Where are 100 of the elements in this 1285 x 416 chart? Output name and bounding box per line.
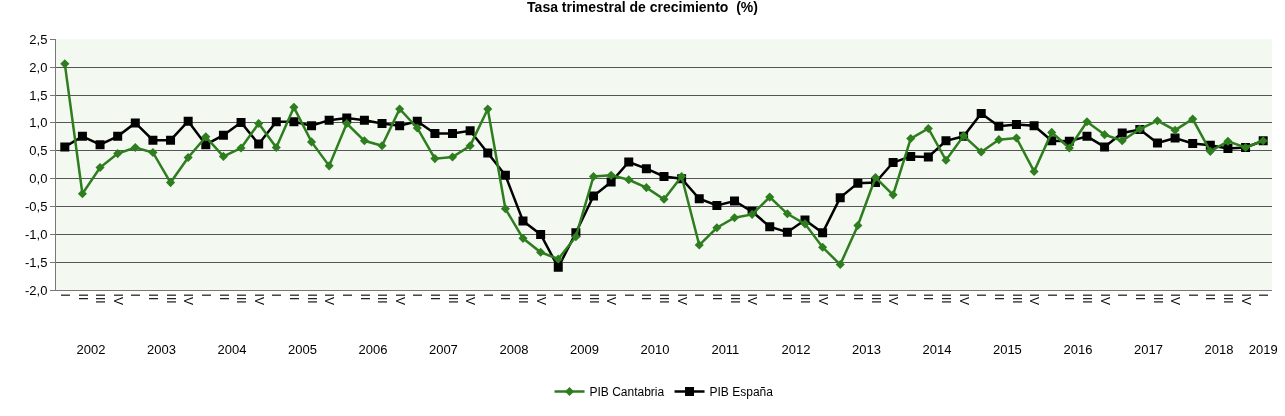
x-tick-label: III [586,293,601,304]
x-tick-label: IV [1168,293,1183,305]
x-tick-label: IV [604,293,619,305]
y-tick-label: 1,0 [29,115,48,131]
x2-tick-label: 2011 [711,342,740,358]
x2-tick-label: 2003 [146,342,176,358]
x-tick-label: IV [181,293,196,305]
x-tick-label: IV [1027,293,1042,305]
x-tick-label: II [639,293,654,301]
x-tick-label: I [128,293,143,297]
x-tick-label: II [146,293,161,301]
x-tick-label: III [516,293,531,304]
x2-tick-label: 2016 [1063,342,1093,358]
x-tick-label: IV [886,293,901,305]
x-tick-label: I [903,293,918,297]
x-tick-label: IV [322,293,337,305]
x-tick-label: IV [956,293,971,305]
x-tick-label: I [1185,293,1200,297]
x-tick-label: III [727,293,742,304]
x-tick-label: II [921,293,936,301]
x-tick-label: III [1080,293,1095,304]
y-tick-label: -1,5 [24,254,48,270]
x2-tick-label: 2007 [428,342,458,358]
x-tick-label: III [1150,293,1165,304]
x-tick-label: IV [392,293,407,305]
x-tick-label: III [445,293,460,304]
x-tick-label: III [657,293,672,304]
x-tick-label: III [798,293,813,304]
x2-tick-label: 2017 [1134,342,1163,358]
x-tick-label: II [1062,293,1077,301]
x-tick-label: III [375,293,390,304]
x-tick-label: II [780,293,795,301]
x-tick-label: II [991,293,1006,301]
x-tick-label: II [216,293,231,301]
x-tick-label: IV [251,293,266,305]
x-tick-label: III [868,293,883,304]
x-tick-label: I [974,293,989,297]
x2-tick-label: 2013 [852,342,881,358]
x-tick-label: IV [533,293,548,305]
x2-tick-label: 2008 [499,342,529,358]
x-tick-label: IV [1238,293,1253,305]
x-tick-label: III [1221,293,1236,304]
chart-title: Tasa trimestral de crecimiento (%) [527,0,758,15]
legend-label: PIB España [709,385,774,400]
x2-tick-label: 2002 [76,342,106,358]
x-tick-label: IV [463,293,478,305]
x2-tick-label: 2006 [358,342,388,358]
y-tick-label: 0,5 [29,143,48,159]
y-tick-label: 0,0 [29,171,48,187]
x2-tick-label: 2004 [217,342,247,358]
x2-tick-label: 2018 [1204,342,1234,358]
x-tick-label: III [939,293,954,304]
y-tick-label: -1,0 [24,226,48,242]
x-tick-label: III [1009,293,1024,304]
y-tick-label: 2,0 [29,59,48,75]
x-tick-label: I [621,293,636,297]
x2-tick-label: 2012 [781,342,811,358]
x-tick-label: IV [110,293,125,305]
x-tick-label: I [833,293,848,297]
x-tick-label: I [1115,293,1130,297]
y-tick-label: 2,5 [29,31,48,47]
x-tick-label: I [762,293,777,297]
x-tick-label: II [498,293,513,301]
x-tick-label: I [1256,293,1271,297]
x-tick-label: II [1132,293,1147,301]
x2-tick-label: 2015 [992,342,1022,358]
x2-tick-label: 2014 [922,342,952,358]
y-tick-label: -0,5 [24,199,48,215]
x2-tick-label: 2019 [1248,342,1278,358]
legend-label: PIB Cantabria [589,385,665,400]
x-tick-label: I [269,293,284,297]
x-tick-label: II [568,293,583,301]
x-tick-label: I [339,293,354,297]
x-tick-label: I [57,293,72,297]
x-tick-label: IV [815,293,830,305]
x-tick-label: II [850,293,865,301]
x-tick-label: I [692,293,707,297]
x-tick-label: I [410,293,425,297]
x-tick-label: II [428,293,442,301]
x-tick-label: IV [745,293,760,305]
x-tick-label: IV [674,293,689,305]
x-tick-label: I [1044,293,1059,297]
x-tick-label: III [163,293,178,304]
x-tick-label: I [551,293,566,297]
x-tick-label: II [287,293,302,301]
x-tick-label: I [198,293,213,297]
y-tick-label: 1,5 [29,87,48,103]
x-tick-label: II [709,293,724,301]
y-tick-label: -2,0 [24,282,48,298]
x-tick-label: III [234,293,249,304]
x-tick-label: II [75,293,90,301]
x2-tick-label: 2010 [640,342,670,358]
x-tick-label: III [93,293,108,304]
x-tick-label: III [304,293,319,304]
x-tick-label: IV [1097,293,1112,305]
x-tick-label: II [1203,293,1218,301]
x-tick-label: I [480,293,495,297]
x-tick-label: II [357,293,372,301]
x2-tick-label: 2005 [288,342,317,358]
x2-tick-label: 2009 [570,342,599,358]
